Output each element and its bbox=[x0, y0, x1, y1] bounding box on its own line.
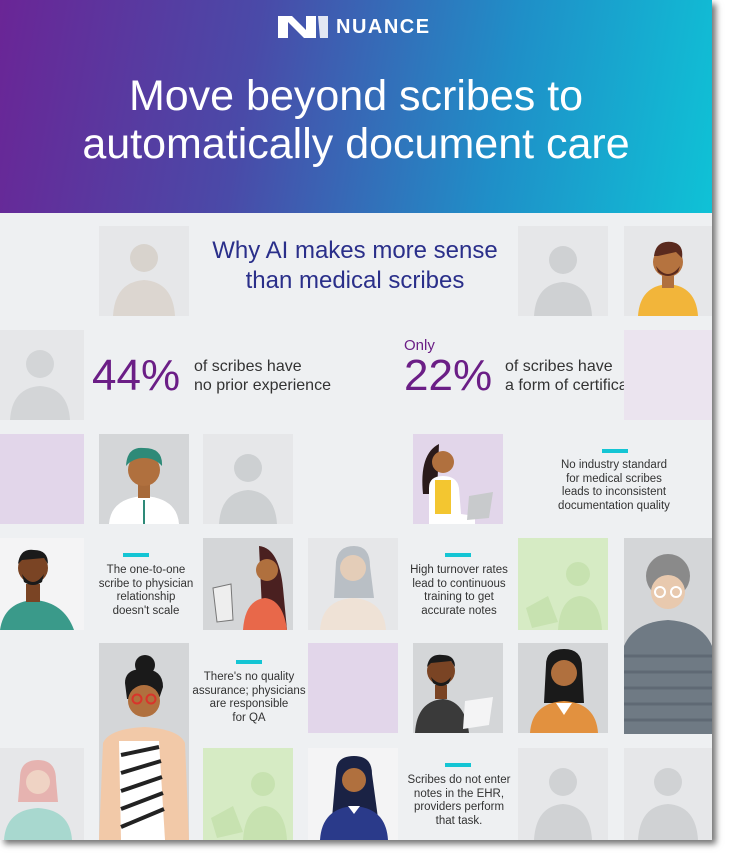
note-line: doesn't scale bbox=[112, 604, 180, 617]
person-tile-older-woman-glasses bbox=[624, 538, 712, 734]
person-tile-faded-green bbox=[518, 538, 608, 630]
accent-bar bbox=[602, 449, 628, 453]
person-tile-man-headscarf bbox=[99, 434, 189, 524]
accent-bar bbox=[123, 553, 149, 557]
stat-22-value: 22% bbox=[404, 351, 493, 400]
stat-22-text: of scribes have a form of certification bbox=[505, 357, 654, 395]
color-block-purple bbox=[0, 434, 84, 524]
person-tile-bearded-man bbox=[624, 226, 712, 316]
accent-bar bbox=[445, 763, 471, 767]
note-line: scribe to physician bbox=[98, 577, 194, 590]
person-tile-silhouette bbox=[518, 226, 608, 316]
person-tile-faded-man bbox=[99, 226, 189, 316]
note-line: are responsible bbox=[209, 698, 289, 710]
person-tile-woman-orange-blouse bbox=[518, 643, 608, 733]
subtitle-line-1: Why AI makes more sense bbox=[212, 237, 498, 264]
accent-bar bbox=[445, 553, 471, 557]
note-line: High turnover rates bbox=[410, 564, 508, 576]
title-line-2: automatically document care bbox=[82, 120, 630, 168]
note-no-quality-assurance: There's no quality assurance; physicians… bbox=[188, 671, 310, 725]
note-industry-standard: No industry standard for medical scribes… bbox=[541, 459, 687, 513]
note-line: No industry standard bbox=[560, 459, 668, 471]
accent-bar bbox=[236, 660, 262, 664]
brand-name: NUANCE bbox=[336, 15, 431, 38]
section-subtitle: Why AI makes more sense than medical scr… bbox=[190, 236, 520, 296]
person-tile-silhouette bbox=[203, 434, 293, 524]
note-line: leads to inconsistent bbox=[561, 486, 667, 498]
color-block-lilac bbox=[624, 330, 712, 420]
person-tile-faded-green bbox=[203, 748, 293, 840]
person-tile-woman-glasses-striped bbox=[99, 643, 189, 840]
note-line: relationship bbox=[116, 591, 176, 603]
note-scribes-ehr: Scribes do not enter notes in the EHR, p… bbox=[398, 774, 520, 828]
title-line-1: Move beyond scribes to bbox=[128, 72, 584, 120]
stat-44-line-1: of scribes have bbox=[194, 358, 302, 375]
person-tile-silhouette bbox=[624, 748, 712, 840]
person-tile-silhouette bbox=[518, 748, 608, 840]
infographic-page: NUANCE Move beyond scribes to automatica… bbox=[0, 0, 712, 840]
stat-22-line-2: a form of certification bbox=[505, 377, 654, 394]
header-banner: NUANCE Move beyond scribes to automatica… bbox=[0, 0, 712, 213]
note-one-to-one: The one-to-one scribe to physician relat… bbox=[90, 564, 202, 618]
color-block-purple bbox=[308, 643, 398, 733]
note-high-turnover: High turnover rates lead to continuous t… bbox=[400, 564, 518, 618]
person-tile-woman-navy bbox=[308, 748, 398, 840]
nuance-logo-icon bbox=[278, 16, 328, 38]
person-tile-silhouette bbox=[0, 330, 84, 420]
note-line: notes in the EHR, bbox=[413, 787, 505, 800]
stat-22-prefix: Only bbox=[404, 337, 435, 354]
page-title: Move beyond scribes to automatically doc… bbox=[0, 72, 712, 168]
note-line: There's no quality bbox=[203, 671, 295, 683]
note-line: The one-to-one bbox=[106, 564, 186, 576]
note-line: training to get bbox=[424, 591, 494, 603]
stat-44-value: 44% bbox=[92, 351, 181, 400]
stat-44-text: of scribes have no prior experience bbox=[194, 357, 331, 395]
nuance-logo: NUANCE bbox=[276, 12, 431, 42]
note-line: for medical scribes bbox=[566, 472, 662, 485]
person-tile-bearded-man-green bbox=[0, 538, 84, 630]
person-tile-woman-laptop bbox=[413, 434, 503, 524]
person-tile-faded-woman bbox=[308, 538, 398, 630]
stat-44-line-2: no prior experience bbox=[194, 377, 331, 394]
person-tile-woman-orange bbox=[203, 538, 293, 630]
note-line: assurance; physicians bbox=[192, 684, 306, 697]
person-tile-faded-woman-teal bbox=[0, 748, 84, 840]
note-line: providers perform bbox=[413, 801, 505, 813]
note-line: that task. bbox=[435, 814, 483, 827]
note-line: documentation quality bbox=[558, 499, 670, 512]
note-line: Scribes do not enter bbox=[407, 774, 511, 786]
note-line: for QA bbox=[232, 711, 266, 724]
stat-22-line-1: of scribes have bbox=[505, 358, 613, 375]
person-tile-man-headset-laptop bbox=[413, 643, 503, 733]
note-line: accurate notes bbox=[421, 604, 497, 617]
note-line: lead to continuous bbox=[412, 577, 506, 590]
subtitle-line-2: than medical scribes bbox=[245, 267, 465, 294]
